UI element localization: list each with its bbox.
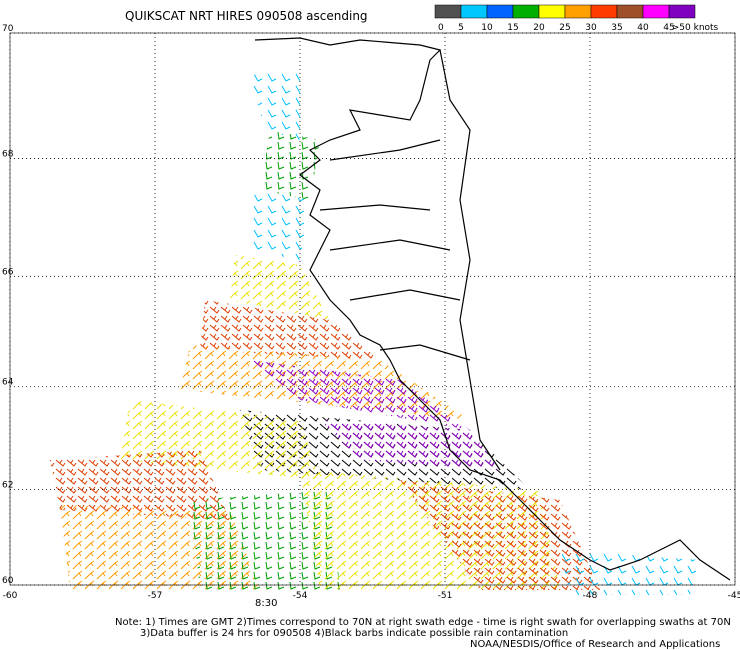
lon-label: -48	[583, 591, 598, 601]
coastline	[254, 37, 731, 581]
legend-swatch	[460, 4, 488, 19]
legend-swatch	[512, 4, 540, 19]
lat-label: 64	[2, 378, 14, 388]
legend-swatch	[486, 4, 514, 19]
lon-label: -51	[438, 591, 453, 601]
legend-label: 15	[507, 23, 518, 33]
lon-label: -60	[3, 591, 18, 601]
legend-label: 10	[481, 23, 493, 33]
map-title: QUIKSCAT NRT HIRES 090508 ascending	[125, 9, 368, 23]
legend-swatch	[616, 4, 644, 19]
legend-label: 25	[559, 23, 570, 33]
note-line: NOAA/NESDIS/Office of Research and Appli…	[470, 639, 720, 650]
legend-label: 5	[458, 23, 464, 33]
lat-label: 70	[2, 24, 14, 34]
lon-label: -57	[148, 591, 163, 601]
legend-swatch	[668, 4, 696, 19]
legend-label: 45	[663, 23, 674, 33]
legend-swatch	[564, 4, 592, 19]
legend-label: 30	[585, 23, 597, 33]
note-line: 3)Data buffer is 24 hrs for 090508 4)Bla…	[140, 628, 568, 639]
lat-label: 68	[2, 149, 14, 159]
legend-swatch	[590, 4, 618, 19]
lat-label: 60	[2, 576, 14, 586]
legend-swatch	[434, 4, 462, 19]
legend-label: >50 knots	[672, 23, 719, 33]
swath-time: 8:30	[255, 598, 277, 609]
lat-label: 66	[2, 267, 14, 277]
map-frame	[9, 32, 736, 586]
wind-barbs	[50, 70, 700, 595]
legend-label: 20	[533, 23, 545, 33]
legend-swatch	[642, 4, 670, 19]
legend-swatch	[538, 4, 566, 19]
legend-label: 35	[611, 23, 622, 33]
legend-label: 40	[637, 23, 649, 33]
note-line: Note: 1) Times are GMT 2)Times correspon…	[115, 617, 731, 628]
lon-label: -45	[728, 591, 740, 601]
lat-label: 62	[2, 481, 13, 491]
legend-label: 0	[438, 23, 444, 33]
lon-label: -54	[293, 591, 308, 601]
